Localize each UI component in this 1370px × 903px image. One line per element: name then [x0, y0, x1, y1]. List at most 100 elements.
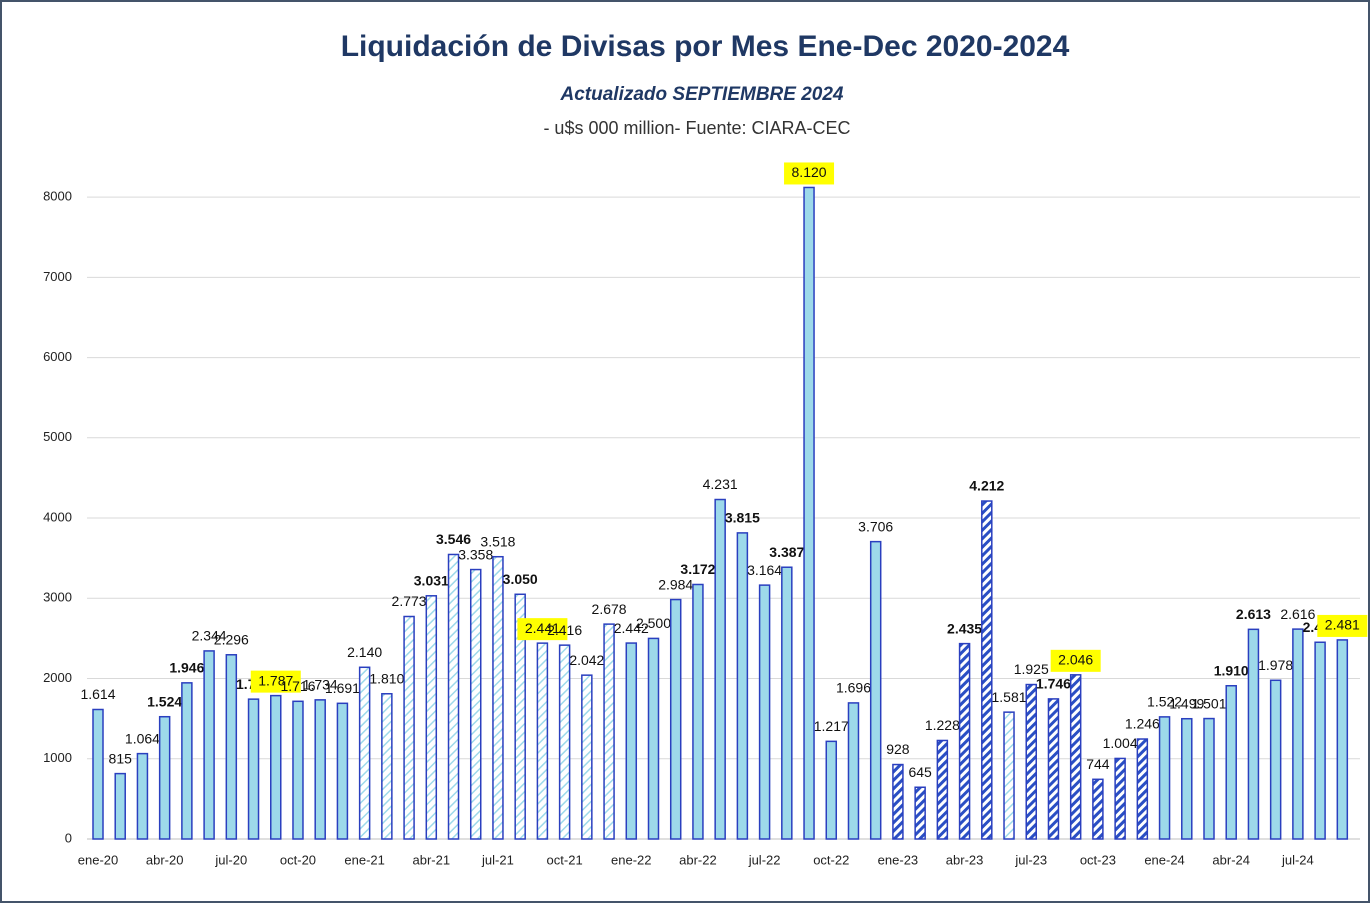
data-label: 928 — [886, 741, 910, 757]
bar — [981, 500, 993, 840]
x-tick-label: oct-23 — [1080, 852, 1116, 867]
bar — [1203, 717, 1215, 840]
bar — [447, 553, 460, 840]
x-tick-label: ene-22 — [611, 852, 651, 867]
data-label: 3.172 — [680, 561, 715, 577]
x-tick-label: jul-24 — [1281, 852, 1314, 867]
bar — [1003, 711, 1015, 840]
bar — [425, 595, 438, 840]
bar — [936, 739, 949, 840]
data-label: 1.910 — [1214, 662, 1249, 678]
data-label: 2.441 — [525, 620, 560, 636]
data-label: 1.064 — [125, 730, 160, 746]
bar — [292, 700, 304, 840]
bar — [114, 772, 126, 840]
y-tick-label: 8000 — [43, 189, 72, 204]
y-tick-label: 4000 — [43, 509, 72, 524]
label-highlight — [1050, 649, 1101, 672]
data-label: 2.984 — [658, 576, 693, 592]
data-label: 1.228 — [925, 717, 960, 733]
bar — [1025, 683, 1037, 840]
label-highlight — [784, 162, 835, 185]
x-tick-label: ene-23 — [878, 852, 918, 867]
data-label: 2.046 — [1058, 652, 1093, 668]
bar — [958, 642, 971, 840]
data-label: 2.435 — [947, 620, 982, 636]
data-label: 2.416 — [547, 622, 582, 638]
data-label: 1.691 — [325, 680, 360, 696]
data-label: 1.946 — [169, 660, 204, 676]
chart-note: - u$s 000 million- Fuente: CIARA-CEC — [543, 118, 850, 138]
bar — [1181, 717, 1193, 840]
bar — [825, 740, 838, 840]
bar — [647, 637, 660, 840]
bar — [270, 694, 282, 840]
bar — [803, 186, 815, 840]
data-label: 3.387 — [769, 544, 804, 560]
data-label: 2.500 — [636, 615, 671, 631]
bar — [92, 708, 104, 840]
y-tick-label: 5000 — [43, 429, 72, 444]
bar — [314, 699, 326, 840]
bar — [203, 650, 215, 840]
x-tick-label: jul-22 — [748, 852, 781, 867]
bar — [247, 698, 260, 840]
bar — [781, 566, 793, 840]
bar — [469, 568, 482, 840]
bar — [1158, 716, 1171, 840]
data-label: 1.004 — [1103, 735, 1138, 751]
data-label: 1.246 — [1125, 716, 1160, 732]
bar — [847, 702, 860, 840]
label-highlight — [250, 670, 301, 693]
data-label: 645 — [908, 764, 932, 780]
bar — [758, 584, 771, 840]
bar — [403, 615, 415, 840]
bar — [892, 763, 904, 840]
bar — [381, 693, 393, 840]
data-label: 1.734 — [303, 677, 338, 693]
data-label: 1.696 — [836, 680, 871, 696]
bar — [158, 715, 171, 840]
data-label: 1.787 — [258, 672, 293, 688]
x-tick-label: oct-22 — [813, 852, 849, 867]
x-tick-label: abr-22 — [679, 852, 717, 867]
bar — [914, 786, 926, 840]
data-label: 3.706 — [858, 518, 893, 534]
data-label: 1.746 — [1036, 676, 1071, 692]
x-tick-label: jul-20 — [214, 852, 247, 867]
bar — [625, 642, 638, 840]
data-label: 1.978 — [1258, 657, 1293, 673]
data-label: 2.140 — [347, 644, 382, 660]
data-label: 1.501 — [1191, 695, 1226, 711]
data-label: 3.518 — [480, 533, 515, 549]
bar — [514, 593, 526, 840]
bar — [1092, 778, 1104, 840]
data-label: 2.042 — [569, 652, 604, 668]
label-highlight — [1317, 614, 1368, 637]
data-label: 2.616 — [1280, 606, 1315, 622]
data-label: 815 — [109, 750, 133, 766]
bar — [558, 644, 571, 840]
bar — [869, 540, 882, 840]
x-tick-label: ene-21 — [344, 852, 384, 867]
x-tick-label: oct-20 — [280, 852, 316, 867]
data-label: 1.925 — [1014, 661, 1049, 677]
data-label: 2.442 — [614, 620, 649, 636]
label-highlight — [517, 618, 568, 641]
data-label: 3.050 — [503, 571, 538, 587]
bar — [1292, 628, 1304, 840]
bar — [1069, 674, 1082, 840]
data-label: 2.344 — [192, 628, 227, 644]
data-label: 4.231 — [703, 476, 738, 492]
bar — [603, 623, 615, 840]
bar — [736, 532, 749, 840]
data-label: 744 — [1086, 756, 1110, 772]
data-label: 1.499 — [1169, 695, 1204, 711]
bar — [714, 498, 726, 840]
bar — [1136, 738, 1149, 840]
data-label: 3.358 — [458, 546, 493, 562]
data-label: 2.678 — [592, 601, 627, 617]
bar — [536, 642, 549, 840]
data-label: 1.716 — [280, 678, 315, 694]
bar — [336, 702, 349, 840]
